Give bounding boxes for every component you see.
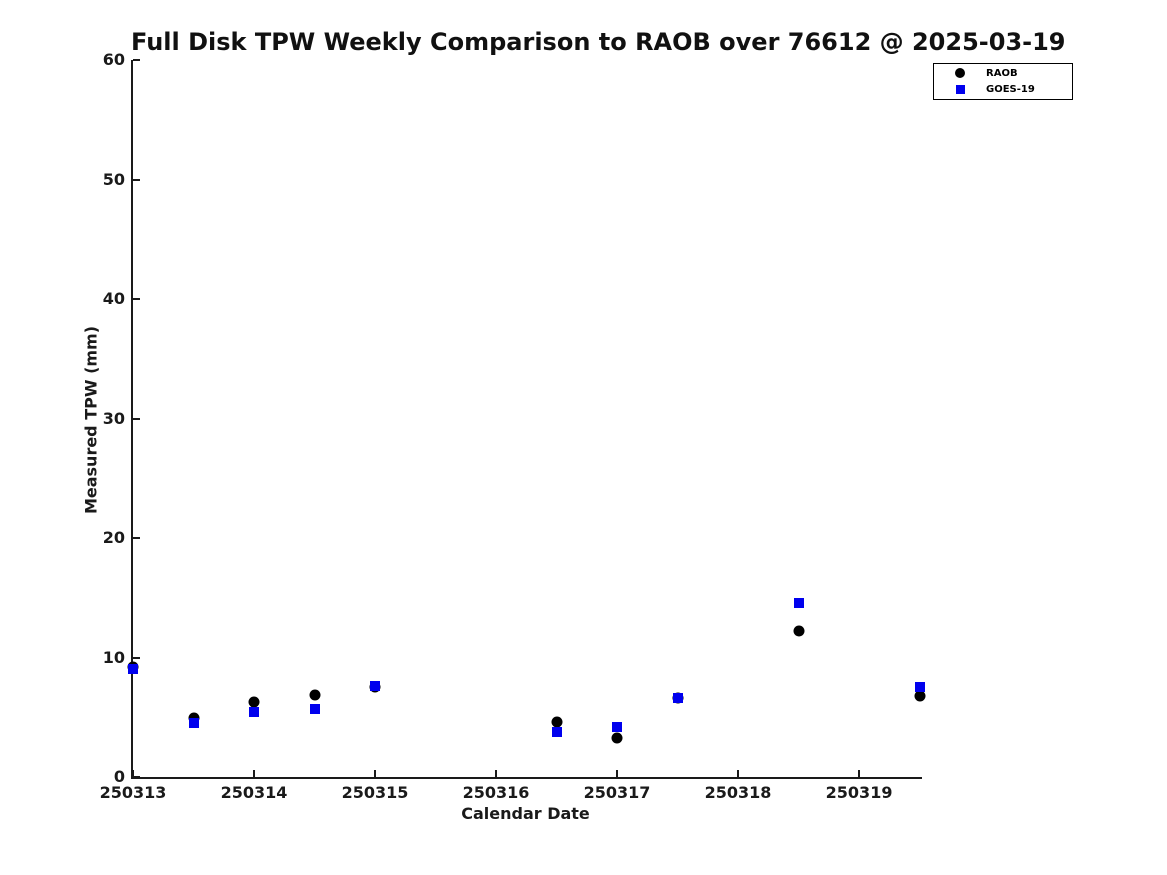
x-axis-tick bbox=[616, 770, 619, 777]
data-point-goes-19 bbox=[128, 664, 138, 675]
data-point-goes-19 bbox=[672, 693, 683, 704]
x-axis-tick bbox=[737, 770, 740, 777]
legend: RAOB GOES-19 bbox=[933, 63, 1073, 100]
data-point-goes-19 bbox=[249, 707, 259, 718]
legend-label: GOES-19 bbox=[986, 84, 1035, 96]
x-axis-label: Calendar Date bbox=[461, 804, 590, 823]
x-axis-tick bbox=[253, 770, 255, 777]
legend-row: RAOB bbox=[934, 66, 1072, 81]
data-point-raob bbox=[793, 625, 805, 637]
data-point-goes-19 bbox=[914, 682, 925, 693]
legend-row: GOES-19 bbox=[934, 82, 1072, 97]
y-tick-label: 50 bbox=[102, 169, 125, 189]
x-axis-tick bbox=[495, 770, 498, 777]
data-point-goes-19 bbox=[309, 703, 320, 714]
y-axis-tick bbox=[133, 656, 140, 659]
y-tick-label: 20 bbox=[102, 528, 125, 547]
plot-area: 250313 250314 250315 250316 250317 250318 2503… bbox=[100, 50, 926, 802]
legend-circle-icon bbox=[955, 68, 965, 79]
y-tick-label: 0 bbox=[113, 767, 125, 786]
data-point-raob bbox=[248, 696, 260, 708]
data-point-goes-19 bbox=[612, 721, 623, 732]
legend-square-icon bbox=[955, 85, 965, 95]
legend-marker-cell bbox=[934, 85, 986, 95]
data-point-raob bbox=[611, 732, 623, 744]
x-axis-tick bbox=[132, 770, 134, 777]
y-axis-tick bbox=[133, 59, 140, 61]
data-point-goes-19 bbox=[551, 726, 562, 737]
x-tick-label: 250314 bbox=[220, 783, 288, 802]
y-tick-label: 10 bbox=[102, 647, 125, 667]
x-axis-tick bbox=[858, 770, 861, 777]
y-axis-tick bbox=[133, 776, 140, 778]
data-point-goes-19 bbox=[370, 681, 381, 692]
x-axis-tick bbox=[374, 770, 377, 777]
y-axis-tick bbox=[133, 417, 140, 420]
chart-title: Full Disk TPW Weekly Comparison to RAOB … bbox=[131, 28, 1066, 56]
legend-label: RAOB bbox=[986, 67, 1018, 79]
data-point-goes-19 bbox=[188, 718, 199, 729]
data-point-raob bbox=[914, 690, 926, 702]
data-point-raob bbox=[309, 689, 321, 701]
x-tick-label: 250318 bbox=[704, 783, 772, 802]
y-tick-label: 60 bbox=[102, 50, 125, 69]
x-tick-label: 250315 bbox=[341, 783, 409, 802]
x-tick-label: 250313 bbox=[99, 783, 167, 802]
y-tick-label: 30 bbox=[102, 408, 125, 428]
y-axis-tick bbox=[133, 537, 140, 539]
x-tick-label: 250319 bbox=[825, 783, 893, 802]
y-axis-tick bbox=[133, 178, 140, 181]
data-point-raob bbox=[551, 716, 563, 728]
y-axis-tick bbox=[133, 298, 140, 300]
data-point-goes-19 bbox=[793, 597, 804, 608]
y-tick-label: 40 bbox=[102, 289, 125, 308]
legend-marker-cell bbox=[934, 68, 986, 79]
x-tick-label: 250316 bbox=[462, 783, 530, 802]
x-tick-label: 250317 bbox=[583, 783, 651, 802]
